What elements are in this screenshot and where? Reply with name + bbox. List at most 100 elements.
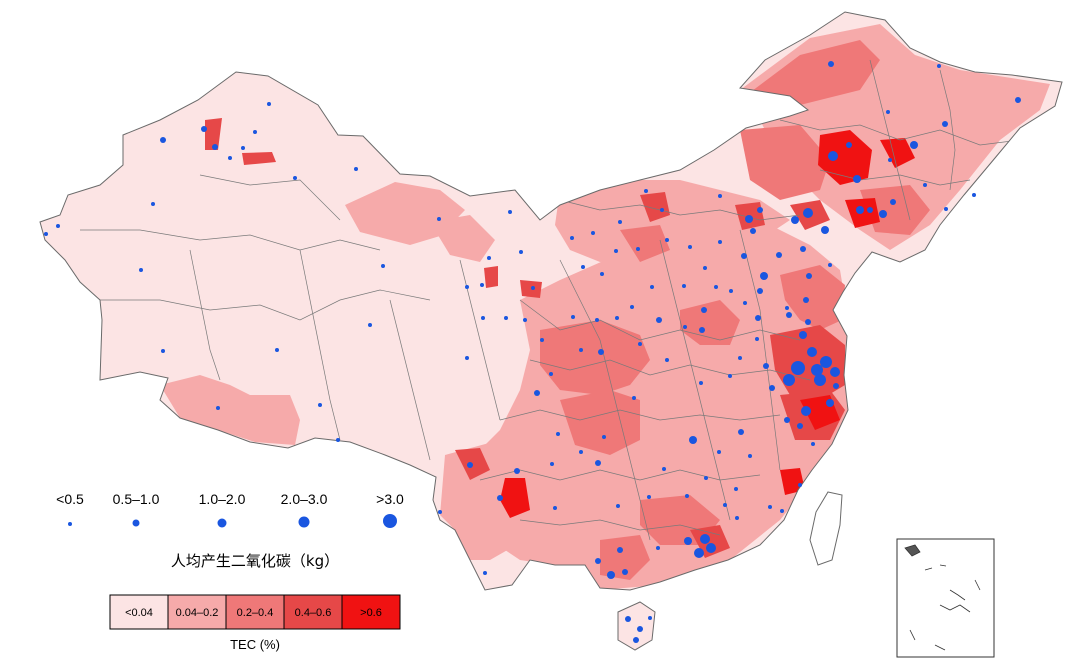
city-dot — [630, 305, 634, 309]
city-dot — [636, 247, 640, 251]
city-dot — [745, 215, 753, 223]
city-dot — [688, 245, 692, 249]
city-dot — [735, 516, 739, 520]
boundary-line — [559, 259, 651, 541]
city-dot — [700, 534, 710, 544]
city-dot — [616, 504, 620, 508]
boundary-line — [100, 289, 431, 321]
city-dot — [888, 158, 892, 162]
city-dot — [718, 240, 722, 244]
city-dot — [336, 438, 340, 442]
city-dot — [784, 417, 790, 423]
city-dot — [942, 121, 948, 127]
city-dot — [748, 454, 752, 458]
tec-label-2: 0.04–0.2 — [176, 607, 219, 619]
bubble-label-2: 0.5–1.0 — [113, 491, 160, 507]
city-dot — [683, 325, 687, 329]
city-dot — [617, 547, 623, 553]
city-dot — [160, 137, 166, 143]
city-dot — [743, 301, 747, 305]
city-dot — [846, 142, 852, 148]
region-west-a — [160, 375, 300, 445]
region-medium-8 — [740, 40, 880, 110]
city-dot — [821, 226, 829, 234]
city-dot — [665, 358, 669, 362]
region-darkest-1 — [818, 130, 872, 185]
city-dot — [738, 429, 744, 435]
city-dot — [703, 266, 707, 270]
city-dot — [481, 316, 485, 320]
city-dot — [723, 503, 727, 507]
boundary-line — [519, 519, 721, 536]
city-dot — [714, 285, 718, 289]
city-dot — [718, 194, 722, 198]
city-dot — [768, 505, 772, 509]
region-medium-2 — [780, 265, 845, 330]
tec-label-5: >0.6 — [360, 607, 382, 619]
city-dot — [579, 450, 583, 454]
city-dot — [151, 202, 155, 206]
inset-island — [949, 589, 966, 601]
city-dot — [648, 616, 652, 620]
boundary-line — [479, 469, 761, 481]
city-dot — [467, 462, 473, 468]
tec-legend-title: TEC (%) — [230, 637, 280, 652]
city-dot — [662, 467, 666, 471]
bubble-label-5: >3.0 — [376, 491, 404, 507]
city-dot — [665, 238, 669, 242]
region-east-wash — [470, 225, 850, 590]
city-dot — [618, 220, 622, 224]
tec-label-3: 0.2–0.4 — [237, 607, 274, 619]
city-dot — [972, 193, 976, 197]
city-dot — [201, 126, 207, 132]
inset-island — [939, 564, 947, 567]
city-dot — [644, 189, 648, 193]
city-dot — [241, 146, 245, 150]
city-dot — [437, 217, 441, 221]
bubble-dot-2 — [132, 519, 140, 527]
region-north-band — [555, 180, 790, 262]
city-dot — [820, 356, 832, 368]
city-dot — [275, 348, 279, 352]
city-dot — [549, 372, 553, 376]
city-dot — [216, 406, 220, 410]
city-dot — [139, 268, 143, 272]
city-dot — [682, 284, 686, 288]
city-dot — [1015, 97, 1021, 103]
inset-frame — [896, 538, 995, 658]
region-medium-10 — [620, 225, 670, 262]
city-dots — [44, 61, 1021, 643]
city-dot — [595, 558, 601, 564]
region-darkest-3 — [880, 138, 915, 168]
city-dot — [699, 381, 703, 385]
city-dot — [581, 265, 585, 269]
city-dot — [602, 435, 606, 439]
city-dot — [622, 569, 628, 575]
city-dot — [540, 338, 544, 342]
city-dot — [523, 318, 527, 322]
region-west-c — [430, 215, 495, 262]
inset-island — [924, 567, 933, 571]
city-dot — [797, 423, 803, 429]
taiwan-island — [809, 491, 843, 566]
city-dot — [465, 285, 469, 289]
city-dot — [780, 509, 784, 513]
city-dot — [799, 331, 807, 339]
boundary-line — [659, 239, 731, 521]
city-dot — [814, 374, 826, 386]
inset-island — [974, 579, 981, 591]
tec-swatch-1 — [109, 594, 169, 630]
tec-swatch-5 — [341, 594, 401, 630]
boundary-lines — [80, 59, 1021, 541]
boundary-line — [199, 174, 341, 221]
bubble-dot-3 — [217, 518, 227, 528]
city-dot — [595, 318, 599, 322]
city-dot — [638, 342, 642, 346]
city-dot — [886, 110, 890, 114]
city-dot — [497, 495, 503, 501]
city-dot — [833, 383, 839, 389]
city-dot — [699, 327, 705, 333]
city-dot — [598, 349, 604, 355]
city-dot — [660, 208, 664, 212]
